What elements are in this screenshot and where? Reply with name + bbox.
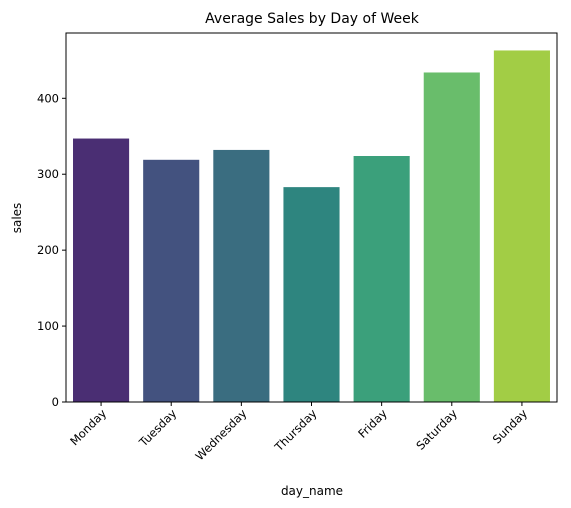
x-tick-label: Monday — [67, 406, 109, 448]
y-tick-label: 400 — [37, 91, 59, 105]
y-tick-label: 200 — [37, 243, 59, 257]
x-tick-label: Tuesday — [136, 406, 180, 450]
bar-tuesday — [143, 159, 200, 402]
y-axis: 0 100 200 300 400 — [37, 91, 66, 409]
bar-monday — [73, 138, 130, 403]
x-tick-label: Sunday — [490, 406, 530, 446]
y-axis-label: sales — [10, 203, 24, 234]
bar-friday — [353, 156, 410, 402]
y-tick-label: 0 — [52, 395, 59, 409]
bar-wednesday — [213, 149, 270, 402]
bar-thursday — [283, 187, 340, 402]
x-axis: Monday Tuesday Wednesday Thursday Friday Satu… — [67, 402, 530, 463]
bar-saturday — [423, 72, 480, 402]
x-tick-label: Friday — [355, 406, 390, 441]
y-tick-label: 300 — [37, 167, 59, 181]
y-tick-label: 100 — [37, 319, 59, 333]
x-tick-label: Wednesday — [192, 406, 249, 463]
bar-sunday — [493, 50, 550, 403]
plot-area — [73, 50, 550, 403]
x-tick-label: Saturday — [413, 406, 460, 453]
x-tick-label: Thursday — [271, 406, 320, 455]
x-axis-label: day_name — [281, 484, 343, 498]
chart-title: Average Sales by Day of Week — [205, 11, 420, 27]
